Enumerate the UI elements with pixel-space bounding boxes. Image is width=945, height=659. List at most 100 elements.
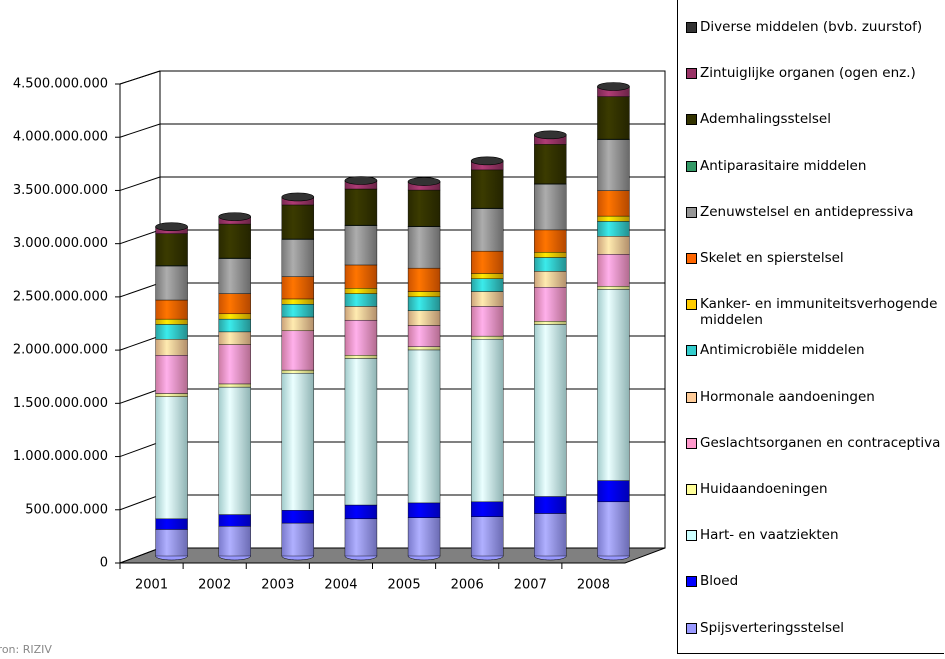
bar-segment [344, 306, 378, 321]
bar-segment [281, 276, 315, 300]
legend-swatch [686, 622, 697, 634]
legend-item: Zintuiglijke organen (ogen enz.) [686, 65, 945, 81]
bar-segment [155, 396, 188, 520]
legend-item: Zenuwstelsel en antidepressiva [686, 204, 945, 220]
y-tick-label: 3.500.000.000 [13, 183, 108, 198]
bar-segment [407, 226, 441, 269]
grid-line-side [119, 123, 161, 138]
bar-segment [407, 296, 441, 311]
bar-segment [597, 285, 630, 290]
legend-label: Huidaandoeningen [700, 481, 828, 497]
grid-line-side [119, 335, 161, 351]
grid-line-side [119, 547, 161, 564]
bar-segment [470, 339, 504, 503]
bar-segment [218, 386, 251, 515]
bar-segment [281, 239, 315, 277]
legend-swatch [686, 253, 697, 264]
y-tick-label: 4.500.000.000 [13, 77, 108, 92]
grid-line-side [119, 70, 161, 85]
legend-swatch [686, 299, 697, 311]
bar-segment [281, 522, 315, 557]
bar-segment [534, 184, 567, 231]
bar-segment [281, 373, 315, 511]
bar-cap [597, 82, 630, 91]
bar-segment [218, 383, 251, 388]
legend-label: Skelet en spierstelsel [700, 250, 844, 266]
bar-segment [407, 291, 441, 298]
bar-segment [597, 221, 630, 237]
x-tick-label: 2007 [514, 578, 547, 593]
legend-item: Huidaandoeningen [686, 481, 945, 497]
bar-segment [155, 339, 188, 356]
legend-item: Spijsverteringsstelsel [686, 620, 945, 636]
bar-segment [218, 344, 251, 385]
bar-segment [470, 169, 504, 209]
legend-swatch [686, 160, 697, 172]
y-tick-label: 0 [100, 556, 108, 571]
bar-segment [281, 369, 315, 374]
floor [119, 547, 666, 564]
bar-segment [597, 96, 630, 140]
legend: Diverse middelen (bvb. zuurstof) Zintuigl… [677, 0, 944, 654]
legend-swatch [686, 68, 697, 80]
bar-segment [344, 355, 378, 359]
bar-segment [407, 502, 441, 518]
bar-segment [534, 324, 567, 497]
bar-segment [218, 223, 251, 259]
legend-label: Spijsverteringsstelsel [700, 619, 845, 636]
bar-cap [470, 156, 504, 166]
legend-item: Geslachtsorganen en contraceptiva [686, 435, 945, 451]
legend-label: Hormonale aandoeningen [700, 388, 875, 405]
bar-segment [470, 291, 504, 307]
bar-segment [218, 331, 251, 345]
bar-segment [155, 393, 188, 397]
legend-label: Kanker- en immuniteitsverhogende middele… [700, 296, 938, 329]
bar-segment [155, 299, 188, 320]
bar-segment [155, 518, 188, 530]
bar-segment [281, 298, 315, 305]
legend-label: Antiparasitaire middelen [700, 157, 867, 174]
bar-segment [344, 518, 378, 557]
bar-cap [281, 192, 315, 202]
bar-segment [534, 287, 567, 322]
bar-cap [218, 212, 251, 221]
legend-item: Antiparasitaire middelen [686, 158, 945, 174]
legend-swatch [686, 22, 697, 33]
bar-segment [155, 265, 188, 301]
bar-segment [281, 204, 315, 240]
legend-item: Ademhalingsstelsel [686, 111, 945, 127]
legend-swatch [686, 206, 697, 218]
bar-segment [470, 273, 504, 279]
grid-line-side [119, 229, 161, 245]
chart: Bron: RIZIV 0 500.000.000 1.000.000.000 1.5… [0, 70, 666, 656]
bar-segment [218, 313, 251, 320]
bar-segment [218, 318, 251, 333]
bar-segment [597, 236, 630, 255]
bar-segment [534, 144, 567, 184]
legend-swatch [686, 576, 697, 588]
x-tick-label: 2004 [324, 578, 357, 593]
legend-swatch [686, 484, 697, 495]
y-tick-label: 3.000.000.000 [13, 236, 108, 251]
bar-segment [597, 190, 630, 217]
bar-segment [597, 215, 630, 222]
legend-label: Diverse middelen (bvb. zuurstof) [700, 19, 923, 35]
bar-segment [218, 258, 251, 294]
bar-cap [155, 222, 188, 232]
bar-segment [407, 325, 441, 347]
legend-swatch [686, 114, 697, 126]
bar-segment [534, 229, 567, 253]
bar-segment [155, 318, 188, 325]
bar-segment [281, 304, 315, 318]
bar-segment [470, 278, 504, 292]
bar-segment [470, 208, 504, 252]
bar-segment [344, 358, 378, 506]
bar-segment [407, 517, 441, 557]
legend-item: Skelet en spierstelsel [686, 250, 945, 266]
bar-segment [155, 529, 188, 557]
legend-item: Diverse middelen (bvb. zuurstof) [686, 19, 945, 35]
bar-segment [534, 321, 567, 325]
bar-segment [407, 310, 441, 326]
y-tick-label: 4.000.000.000 [13, 130, 108, 145]
